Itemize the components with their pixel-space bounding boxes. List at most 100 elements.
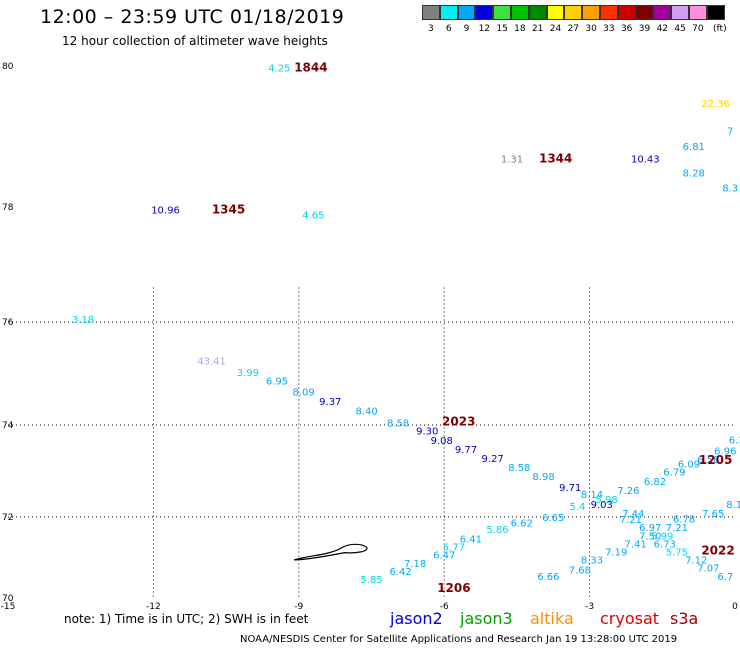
wave-height-reading: 7.50 — [639, 531, 661, 542]
x-tick-label: -15 — [1, 602, 16, 612]
wave-height-reading: 7.21 — [666, 523, 688, 534]
pass-time-label: 2023 — [442, 414, 475, 428]
island-outline — [293, 543, 368, 561]
wave-height-reading: 7.41 — [625, 539, 647, 550]
legend-jason3: jason3 — [460, 609, 513, 628]
footer-credit: NOAA/NESDIS Center for Satellite Applica… — [240, 634, 678, 645]
wave-height-reading: 9.77 — [455, 445, 477, 456]
wave-height-reading: 3.18 — [72, 315, 94, 326]
wave-height-reading: 5.75 — [666, 547, 688, 558]
page-subtitle: 12 hour collection of altimeter wave hei… — [62, 34, 328, 48]
wave-height-reading: 6.79 — [663, 468, 685, 479]
legend-swatch — [635, 5, 654, 20]
wave-height-reading: 4.65 — [302, 211, 324, 222]
wave-height-reading: 5.77 — [443, 543, 465, 554]
wave-height-reading: 7.26 — [617, 486, 639, 497]
legend-bin-label: 15 — [496, 24, 508, 34]
wave-height-reading: 4.25 — [268, 64, 290, 75]
legend-swatch — [689, 5, 707, 20]
x-tick-label: 0 — [732, 602, 738, 612]
legend-altika: altika — [530, 609, 574, 628]
wave-height-reading: 6.32 — [729, 435, 740, 446]
legend-cryosat: cryosat — [600, 609, 660, 628]
legend-bin-label: 27 — [567, 24, 580, 34]
legend-unit: (ft) — [713, 24, 727, 34]
legend-bin-label: 70 — [692, 24, 704, 34]
y-tick-label: 76 — [2, 318, 14, 328]
wave-height-reading: 8.09 — [293, 388, 315, 399]
wave-height-reading: 6.95 — [266, 376, 288, 387]
wave-height-reading: 5.98 — [595, 495, 617, 506]
wave-height-reading: 6.58 — [697, 455, 719, 466]
wave-height-reading: 6.47 — [433, 551, 455, 562]
legend-bin-label: 21 — [531, 24, 544, 34]
wave-height-reading: 5.99 — [651, 531, 673, 542]
wave-height-reading: 6.7 — [717, 572, 733, 583]
wave-height-reading: 5.86 — [486, 525, 508, 536]
legend-swatch — [564, 5, 583, 20]
legend-swatch — [546, 5, 565, 20]
wave-height-reading: 6.42 — [389, 567, 411, 578]
wave-height-reading: 8.58 — [387, 418, 409, 429]
y-tick-label: 78 — [2, 203, 14, 213]
wave-height-reading: 6.62 — [511, 519, 533, 530]
wave-height-reading: 7.21 — [620, 515, 642, 526]
x-tick-label: -3 — [585, 602, 594, 612]
legend-s3a: s3a — [670, 609, 699, 628]
wave-height-reading: 7.19 — [605, 547, 627, 558]
legend-swatch — [439, 5, 458, 20]
x-tick-label: -12 — [146, 602, 161, 612]
pass-time-label: 2022 — [701, 544, 734, 558]
wave-height-reading: 6.97 — [639, 523, 661, 534]
pass-time-label: 1344 — [539, 152, 572, 166]
legend-bin-label: 9 — [463, 24, 470, 34]
wave-height-reading: 9.71 — [559, 483, 581, 494]
legend-swatch — [528, 5, 547, 20]
legend-swatch — [582, 5, 600, 20]
pass-time-label: 1205 — [699, 453, 732, 467]
legend-bin-label: 18 — [514, 24, 526, 34]
pass-time-label: 1345 — [212, 202, 245, 216]
legend-bin-label: 42 — [656, 24, 669, 34]
wave-height-reading: 7.12 — [685, 556, 707, 567]
y-tick-label: 74 — [2, 421, 14, 431]
wave-height-reading: 7.44 — [622, 509, 644, 520]
wave-height-reading: 8.98 — [532, 472, 554, 483]
legend-swatch — [671, 5, 689, 20]
legend-swatch — [493, 5, 511, 20]
legend-bin-label: 3 — [428, 24, 434, 34]
wave-height-reading: 9.27 — [482, 454, 504, 465]
y-tick-label: 72 — [2, 513, 13, 523]
wave-height-reading: 6.81 — [683, 142, 705, 153]
legend-swatch — [511, 5, 529, 20]
wave-height-reading: 3.99 — [237, 368, 259, 379]
wave-height-reading: 8.58 — [508, 463, 530, 474]
pass-time-label: 1206 — [437, 581, 470, 595]
wave-height-reading: 6.96 — [714, 446, 736, 457]
x-tick-label: -9 — [294, 602, 303, 612]
wave-height-reading: 6.09 — [678, 459, 700, 470]
wave-height-reading: 22.36 — [701, 99, 730, 110]
legend-jason2: jason2 — [390, 609, 443, 628]
legend-bin-label: 45 — [674, 24, 686, 34]
wave-height-reading: 6.65 — [542, 513, 564, 524]
wave-height-reading: 9.37 — [319, 397, 341, 408]
legend-swatch — [475, 5, 494, 20]
wave-height-reading: 7.18 — [404, 559, 426, 570]
legend-bin-label: 30 — [585, 24, 597, 34]
wave-height-reading: 8.3 — [722, 183, 738, 194]
legend-swatch — [600, 5, 618, 20]
wave-height-reading: 6.41 — [460, 535, 482, 546]
wave-height-reading: 5.4 — [570, 502, 586, 513]
wave-height-reading: 8.33 — [581, 556, 603, 567]
legend-bin-label: 6 — [445, 24, 452, 34]
legend-bin-label: 12 — [478, 24, 491, 34]
wave-height-reading: 8.14 — [726, 500, 740, 511]
legend-swatch — [653, 5, 672, 20]
wave-height-reading: 6.66 — [537, 572, 559, 583]
legend-bin-label: 36 — [620, 24, 633, 34]
page-title: 12:00 – 23:59 UTC 01/18/2019 — [40, 6, 345, 28]
wave-height-reading: 43.41 — [197, 357, 226, 368]
y-tick-label: 80 — [2, 62, 14, 72]
